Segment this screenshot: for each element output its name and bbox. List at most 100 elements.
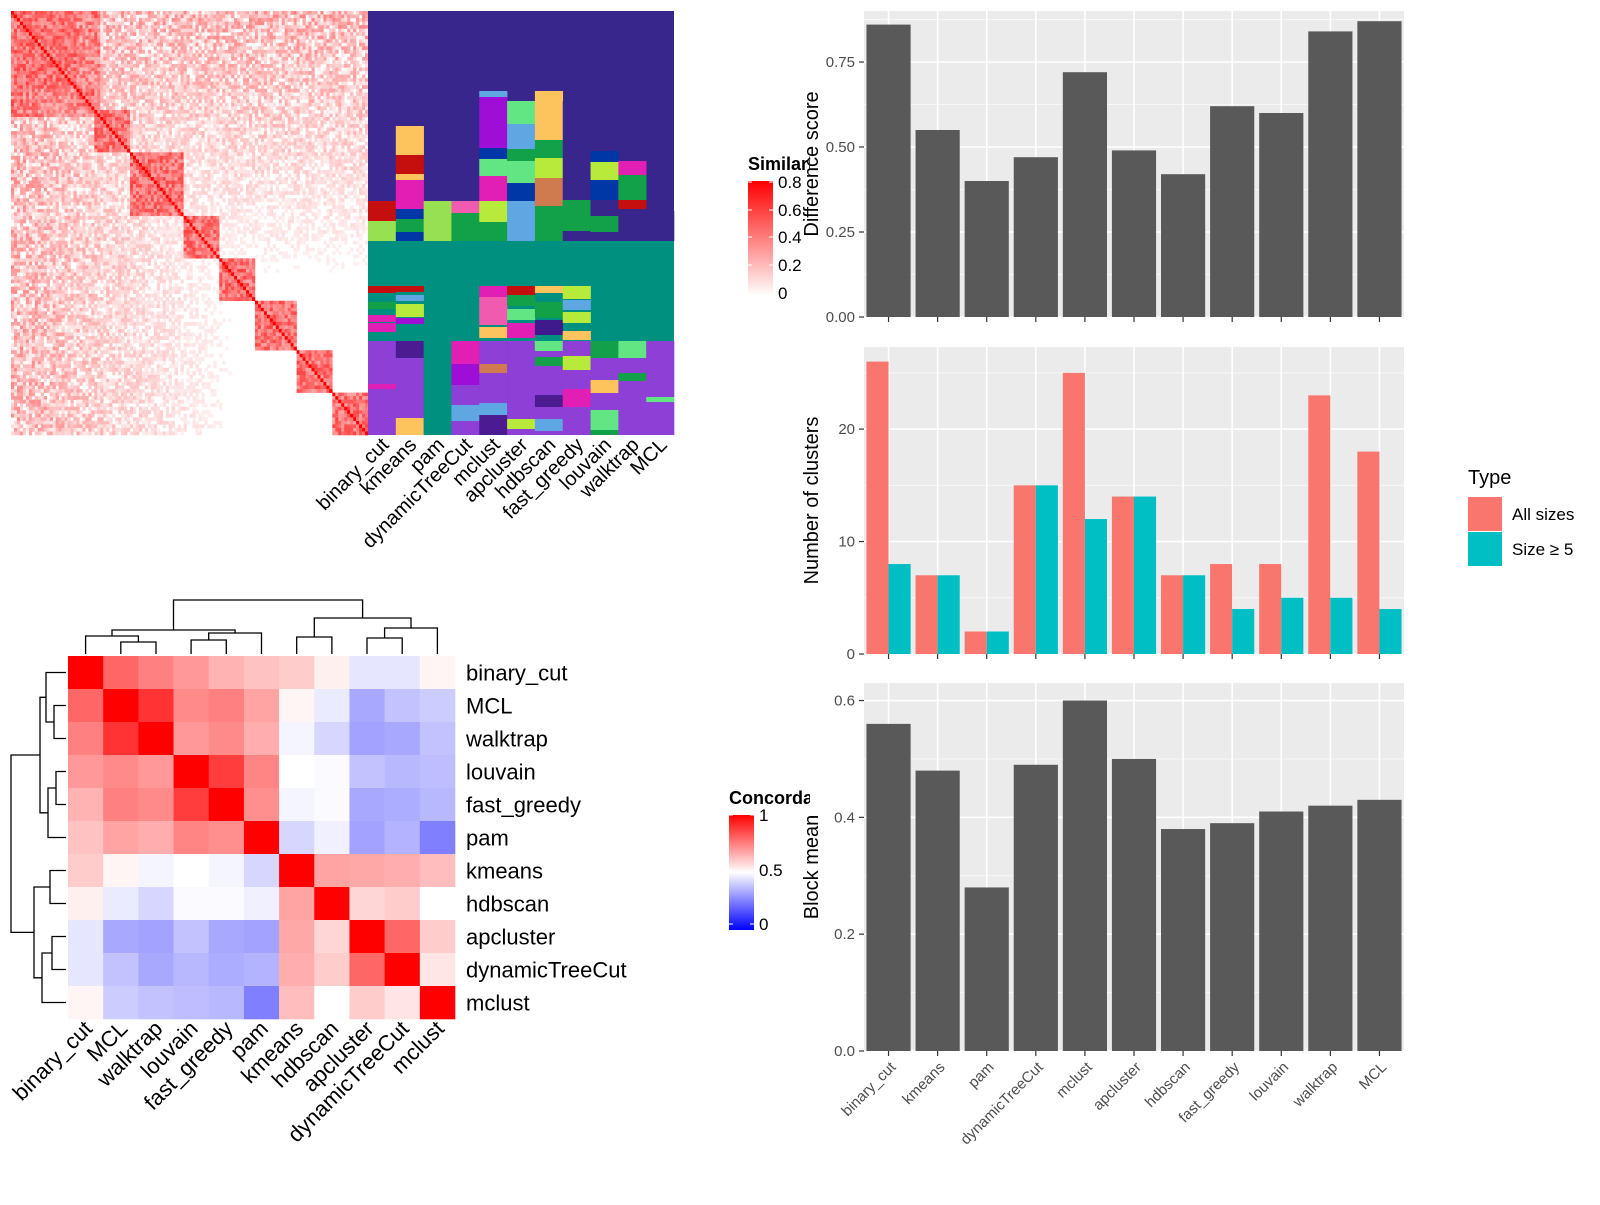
similarity-cell	[70, 120, 74, 125]
similarity-cell	[127, 148, 131, 153]
similarity-cell	[287, 141, 291, 146]
similarity-cell	[311, 49, 315, 54]
similarity-cell	[147, 166, 152, 171]
similarity-cell	[94, 109, 98, 114]
similarity-cell	[174, 173, 178, 178]
similarity-cell	[19, 127, 24, 132]
similarity-cell	[311, 99, 315, 104]
similarity-cell	[138, 145, 143, 150]
similarity-cell	[67, 120, 71, 125]
similarity-cell	[55, 11, 59, 15]
similarity-cell	[58, 180, 62, 185]
similarity-cell	[219, 81, 223, 86]
similarity-cell	[171, 102, 175, 107]
similarity-cell	[52, 95, 56, 100]
similarity-cell	[204, 46, 208, 51]
similarity-cell	[73, 152, 77, 157]
similarity-cell	[287, 39, 291, 44]
similarity-cell	[225, 49, 229, 54]
similarity-cell	[317, 170, 321, 174]
similarity-cell	[144, 113, 149, 118]
similarity-cell	[296, 28, 300, 33]
similarity-cell	[296, 85, 300, 90]
similarity-cell	[251, 85, 256, 90]
similarity-cell	[260, 39, 265, 44]
similarity-cell	[359, 159, 363, 164]
similarity-cell	[341, 159, 345, 164]
similarity-cell	[150, 35, 155, 40]
similarity-cell	[85, 11, 89, 15]
similarity-cell	[79, 74, 83, 79]
similarity-cell	[365, 42, 369, 47]
similarity-cell	[124, 42, 128, 47]
similarity-cell	[302, 25, 306, 29]
similarity-cell	[293, 102, 297, 107]
similarity-cell	[97, 53, 101, 58]
similarity-cell	[22, 78, 27, 82]
similarity-cell	[156, 117, 161, 121]
similarity-cell	[19, 162, 24, 167]
similarity-cell	[356, 109, 360, 114]
similarity-cell	[37, 92, 42, 97]
similarity-cell	[91, 64, 95, 68]
similarity-cell	[58, 71, 62, 75]
similarity-cell	[79, 95, 83, 100]
similarity-cell	[234, 102, 238, 107]
similarity-cell	[201, 14, 205, 19]
similarity-cell	[350, 92, 354, 97]
similarity-cell	[19, 56, 24, 61]
similarity-cell	[296, 124, 300, 128]
similarity-cell	[25, 109, 30, 114]
similarity-cell	[55, 92, 59, 97]
similarity-cell	[37, 25, 42, 29]
similarity-cell	[132, 14, 137, 19]
similarity-cell	[37, 177, 42, 181]
similarity-cell	[350, 102, 354, 107]
similarity-cell	[109, 46, 113, 51]
similarity-cell	[213, 113, 217, 118]
similarity-cell	[64, 42, 68, 47]
similarity-cell	[67, 162, 71, 167]
similarity-cell	[174, 32, 178, 37]
similarity-cell	[246, 106, 250, 111]
similarity-cell	[147, 124, 152, 128]
similarity-cell	[246, 152, 250, 157]
similarity-cell	[222, 71, 226, 75]
similarity-cell	[31, 78, 36, 82]
similarity-cell	[365, 120, 369, 125]
similarity-cell	[73, 124, 77, 128]
similarity-cell	[115, 131, 119, 135]
similarity-cell	[34, 56, 39, 61]
similarity-cell	[254, 46, 259, 51]
similarity-cell	[204, 162, 208, 167]
similarity-cell	[85, 14, 89, 19]
similarity-cell	[79, 18, 83, 22]
similarity-cell	[183, 46, 187, 51]
similarity-cell	[249, 117, 253, 121]
similarity-cell	[305, 145, 309, 150]
similarity-cell	[195, 177, 199, 181]
similarity-cell	[222, 134, 226, 139]
similarity-cell	[34, 53, 39, 58]
similarity-cell	[34, 85, 39, 90]
similarity-cell	[225, 106, 229, 111]
similarity-cell	[130, 170, 134, 174]
similarity-cell	[284, 166, 288, 171]
similarity-cell	[365, 155, 369, 160]
similarity-cell	[144, 14, 149, 19]
similarity-cell	[257, 170, 262, 174]
similarity-cell	[243, 124, 247, 128]
similarity-cell	[231, 42, 235, 47]
similarity-cell	[335, 46, 339, 51]
similarity-cell	[201, 109, 205, 114]
similarity-cell	[97, 39, 101, 44]
similarity-cell	[260, 64, 265, 68]
similarity-cell	[272, 71, 277, 75]
similarity-cell	[67, 88, 71, 93]
similarity-cell	[46, 162, 50, 167]
similarity-cell	[266, 25, 271, 29]
similarity-cell	[287, 92, 291, 97]
similarity-cell	[28, 88, 33, 93]
similarity-cell	[16, 28, 21, 33]
similarity-cell	[168, 71, 172, 75]
